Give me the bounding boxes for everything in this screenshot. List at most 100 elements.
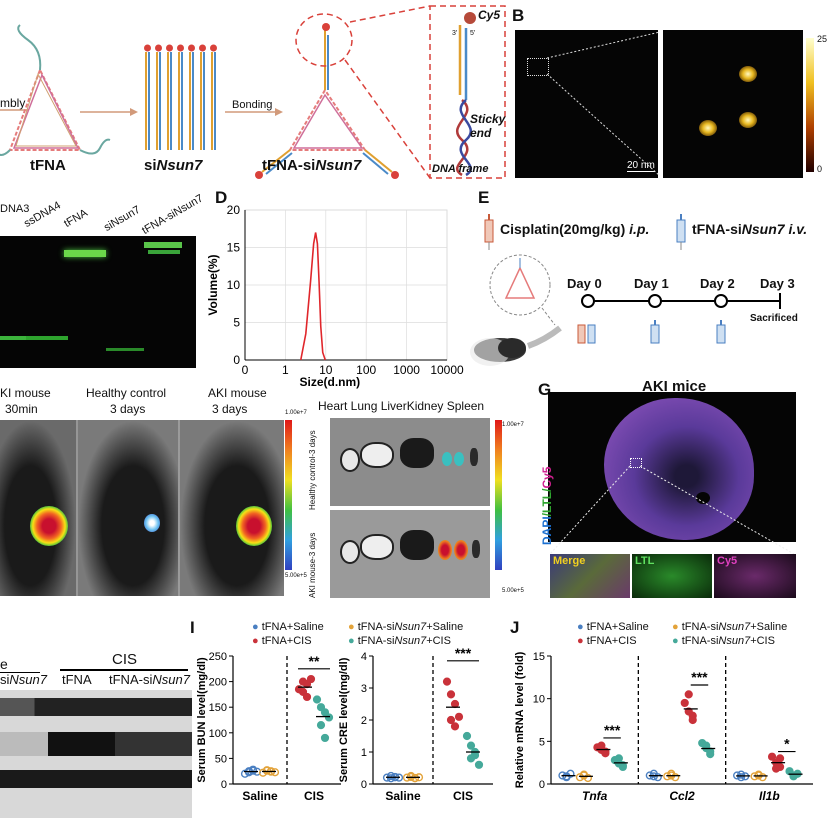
x-category-label: Tnfa xyxy=(582,789,608,803)
cb2-bottom: 5.00e+5 xyxy=(502,588,524,594)
y-tick-label: 0 xyxy=(539,779,545,791)
mouse-icon xyxy=(470,325,562,366)
y-tick-label: 0 xyxy=(221,779,227,791)
data-point xyxy=(680,698,689,708)
data-point xyxy=(450,722,460,731)
y-tick-label: 50 xyxy=(215,753,227,765)
tfna-caption: tFNA xyxy=(30,157,66,174)
tfna-sinsun7-structure-icon xyxy=(255,13,399,179)
x-tick-label: 1 xyxy=(282,363,289,377)
sinsun7-caption: siNsun7 xyxy=(144,157,203,174)
significance-label: *** xyxy=(455,645,472,661)
x-category-label: Saline xyxy=(385,789,421,803)
afm-image-zoomed xyxy=(663,30,803,178)
x-category-label: Saline xyxy=(242,789,278,803)
zoom-lines xyxy=(546,31,661,177)
end-5-label: 5' xyxy=(470,30,476,37)
panel-e-label: E xyxy=(478,188,490,207)
data-point xyxy=(454,712,464,721)
group-cis: CIS xyxy=(112,651,138,668)
panel-d-label: D xyxy=(215,188,228,207)
day1-marker xyxy=(648,294,662,308)
signal-hotspot-1 xyxy=(30,506,68,546)
data-point xyxy=(262,766,272,775)
signal-hotspot-2 xyxy=(144,514,160,532)
zoom-region xyxy=(527,58,549,76)
ivis-colorbar-1 xyxy=(285,420,292,570)
day2-syringe-icon xyxy=(716,320,726,344)
x-tick-label: 10 xyxy=(319,363,333,377)
data-point xyxy=(758,773,767,782)
day0-label: Day 0 xyxy=(567,276,602,291)
data-point xyxy=(597,741,606,750)
tfna-syringe-icon xyxy=(676,214,686,250)
col1-title-1: KI mouse xyxy=(0,386,51,400)
zoom-box xyxy=(429,5,506,179)
sub-fragment: siNsun7 xyxy=(0,672,47,687)
x-category-label: Ccl2 xyxy=(669,789,695,803)
data-point xyxy=(248,766,258,775)
data-point xyxy=(446,715,456,725)
cy5-label: Cy5 xyxy=(478,8,501,22)
row-label-aki: AKI mouse-3 days xyxy=(308,532,317,598)
panel-g-label: G xyxy=(538,380,552,399)
data-point xyxy=(579,770,589,779)
data-point xyxy=(320,733,330,743)
y-tick-label: 200 xyxy=(209,677,227,689)
injection-syringes-icon xyxy=(577,324,596,344)
x-tick-label: 0 xyxy=(242,363,249,377)
data-point xyxy=(270,768,280,777)
y-tick-label: 10 xyxy=(533,694,545,706)
data-point xyxy=(298,687,308,696)
scale-bar: 20 nm xyxy=(627,160,655,172)
data-point xyxy=(324,713,334,722)
y-tick-label: 1 xyxy=(361,747,367,759)
sacrificed-label: Sacrificed xyxy=(750,313,798,324)
significance-label: ** xyxy=(309,653,320,669)
tfna-inset-icon xyxy=(489,254,551,316)
data-point xyxy=(466,741,476,750)
ivis-whole-body-images xyxy=(0,420,284,596)
y-tick-label: 150 xyxy=(209,702,227,714)
mrna-chart: 0 5 10 15 Relative mRNA level (fold) Tnfa Ccl2… xyxy=(514,651,813,803)
panel-i-label: I xyxy=(190,618,195,637)
inset-region xyxy=(630,458,642,468)
end-3-label: 3' xyxy=(452,30,458,37)
panel-g-title: AKI mice xyxy=(642,378,707,395)
day1-label: Day 1 xyxy=(634,276,669,291)
y-tick-label: 15 xyxy=(227,241,241,255)
cy5-dye-icon xyxy=(464,12,476,24)
tfna-structure-icon xyxy=(0,24,111,156)
x-tick-label: 10000 xyxy=(430,363,464,377)
y-tick-label: 5 xyxy=(539,736,545,748)
panel-g-side-label: DAPI/LTL/Cy5 xyxy=(540,466,554,545)
data-point xyxy=(653,773,662,782)
data-point xyxy=(316,703,326,712)
sticky-end-label: Sticky end xyxy=(470,112,506,140)
cre-chart: 0 1 2 3 4 Serum CRE level(mg/dl) Saline CIS *** xyxy=(338,645,493,803)
legend-i-a: ● tFNA+Saline xyxy=(252,621,324,633)
inset-ltl: LTL xyxy=(632,554,712,598)
signal-hotspot-3 xyxy=(236,506,272,546)
data-point xyxy=(767,752,777,761)
day2-label: Day 2 xyxy=(700,276,735,291)
y-tick-label: 15 xyxy=(533,651,545,663)
afm-colorbar xyxy=(806,38,814,172)
data-point xyxy=(302,692,312,702)
col3-title-1: AKI mouse xyxy=(208,386,267,400)
y-axis-label: Relative mRNA level (fold) xyxy=(514,651,526,788)
data-point xyxy=(775,754,785,763)
inset-merge: Merge xyxy=(550,554,630,598)
data-point xyxy=(306,674,316,684)
data-point xyxy=(462,731,472,741)
y-axis-label: Serum BUN level(mg/dl) xyxy=(196,657,208,783)
inset-zoom-lines xyxy=(549,465,795,555)
conjugate-caption: tFNA-siNsun7 xyxy=(262,157,362,174)
data-point xyxy=(466,754,476,763)
y-tick-label: 0 xyxy=(233,353,240,367)
x-category-label: Il1b xyxy=(759,789,780,803)
x-axis-label: Size(d.nm) xyxy=(300,375,361,389)
col1-title-2: 30min xyxy=(5,402,38,416)
significance-label: *** xyxy=(691,669,708,685)
data-point xyxy=(446,690,456,699)
